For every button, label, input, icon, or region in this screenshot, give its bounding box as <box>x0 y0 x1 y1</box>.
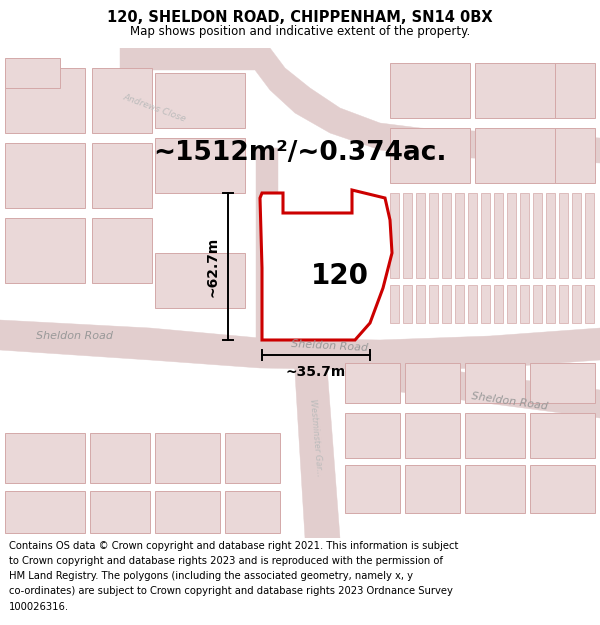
Polygon shape <box>155 73 245 128</box>
Text: Sheldon Road: Sheldon Road <box>37 331 113 341</box>
Polygon shape <box>345 363 400 403</box>
Polygon shape <box>533 285 542 323</box>
Polygon shape <box>475 63 555 118</box>
Text: 120: 120 <box>311 262 369 290</box>
Polygon shape <box>442 285 451 323</box>
Polygon shape <box>390 285 399 323</box>
Polygon shape <box>405 413 460 458</box>
Polygon shape <box>429 193 438 278</box>
Polygon shape <box>5 218 85 283</box>
Polygon shape <box>468 285 477 323</box>
Text: Andrews Close: Andrews Close <box>122 92 188 124</box>
Text: co-ordinates) are subject to Crown copyright and database rights 2023 Ordnance S: co-ordinates) are subject to Crown copyr… <box>9 586 453 596</box>
Polygon shape <box>256 148 278 340</box>
Text: 120, SHELDON ROAD, CHIPPENHAM, SN14 0BX: 120, SHELDON ROAD, CHIPPENHAM, SN14 0BX <box>107 9 493 24</box>
Polygon shape <box>5 491 85 533</box>
Polygon shape <box>5 433 85 483</box>
Polygon shape <box>507 285 516 323</box>
Polygon shape <box>559 193 568 278</box>
Polygon shape <box>416 285 425 323</box>
Text: ~62.7m: ~62.7m <box>206 236 220 297</box>
Polygon shape <box>442 193 451 278</box>
Polygon shape <box>92 68 152 133</box>
Polygon shape <box>555 63 595 118</box>
Polygon shape <box>155 491 220 533</box>
Polygon shape <box>345 465 400 513</box>
Polygon shape <box>155 433 220 483</box>
Text: Map shows position and indicative extent of the property.: Map shows position and indicative extent… <box>130 26 470 38</box>
Polygon shape <box>390 128 470 183</box>
Polygon shape <box>225 433 280 483</box>
Polygon shape <box>494 285 503 323</box>
Polygon shape <box>455 193 464 278</box>
Polygon shape <box>120 48 600 163</box>
Polygon shape <box>481 193 490 278</box>
Polygon shape <box>530 413 595 458</box>
Polygon shape <box>555 128 595 183</box>
Polygon shape <box>533 193 542 278</box>
Polygon shape <box>405 363 460 403</box>
Polygon shape <box>90 433 150 483</box>
Text: Westminster Gar...: Westminster Gar... <box>308 399 324 477</box>
Polygon shape <box>390 193 399 278</box>
Polygon shape <box>572 285 581 323</box>
Polygon shape <box>572 193 581 278</box>
Polygon shape <box>260 190 392 340</box>
Polygon shape <box>155 138 245 193</box>
Polygon shape <box>225 491 280 533</box>
Polygon shape <box>155 253 245 308</box>
Polygon shape <box>429 285 438 323</box>
Polygon shape <box>345 413 400 458</box>
Polygon shape <box>468 193 477 278</box>
Text: HM Land Registry. The polygons (including the associated geometry, namely x, y: HM Land Registry. The polygons (includin… <box>9 571 413 581</box>
Polygon shape <box>92 218 152 283</box>
Polygon shape <box>403 285 412 323</box>
Polygon shape <box>465 465 525 513</box>
Text: 100026316.: 100026316. <box>9 601 69 611</box>
Polygon shape <box>520 193 529 278</box>
Text: ~1512m²/~0.374ac.: ~1512m²/~0.374ac. <box>153 140 447 166</box>
Polygon shape <box>455 285 464 323</box>
Polygon shape <box>0 320 600 370</box>
Text: ~35.7m: ~35.7m <box>286 365 346 379</box>
Polygon shape <box>370 360 600 418</box>
Polygon shape <box>530 363 595 403</box>
Polygon shape <box>546 193 555 278</box>
Polygon shape <box>559 285 568 323</box>
Polygon shape <box>546 285 555 323</box>
Polygon shape <box>5 143 85 208</box>
Polygon shape <box>530 465 595 513</box>
Polygon shape <box>585 285 594 323</box>
Text: Contains OS data © Crown copyright and database right 2021. This information is : Contains OS data © Crown copyright and d… <box>9 541 458 551</box>
Polygon shape <box>475 128 555 183</box>
Polygon shape <box>90 491 150 533</box>
Polygon shape <box>520 285 529 323</box>
Polygon shape <box>416 193 425 278</box>
Polygon shape <box>465 363 525 403</box>
Polygon shape <box>481 285 490 323</box>
Polygon shape <box>403 193 412 278</box>
Polygon shape <box>585 193 594 278</box>
Text: Sheldon Road: Sheldon Road <box>471 391 549 411</box>
Polygon shape <box>494 193 503 278</box>
Polygon shape <box>465 413 525 458</box>
Text: Sheldon Road: Sheldon Road <box>291 339 369 353</box>
Polygon shape <box>293 340 340 538</box>
Polygon shape <box>92 143 152 208</box>
Polygon shape <box>390 63 470 118</box>
Polygon shape <box>507 193 516 278</box>
Polygon shape <box>5 58 60 88</box>
Polygon shape <box>5 68 85 133</box>
Polygon shape <box>405 465 460 513</box>
Text: to Crown copyright and database rights 2023 and is reproduced with the permissio: to Crown copyright and database rights 2… <box>9 556 443 566</box>
